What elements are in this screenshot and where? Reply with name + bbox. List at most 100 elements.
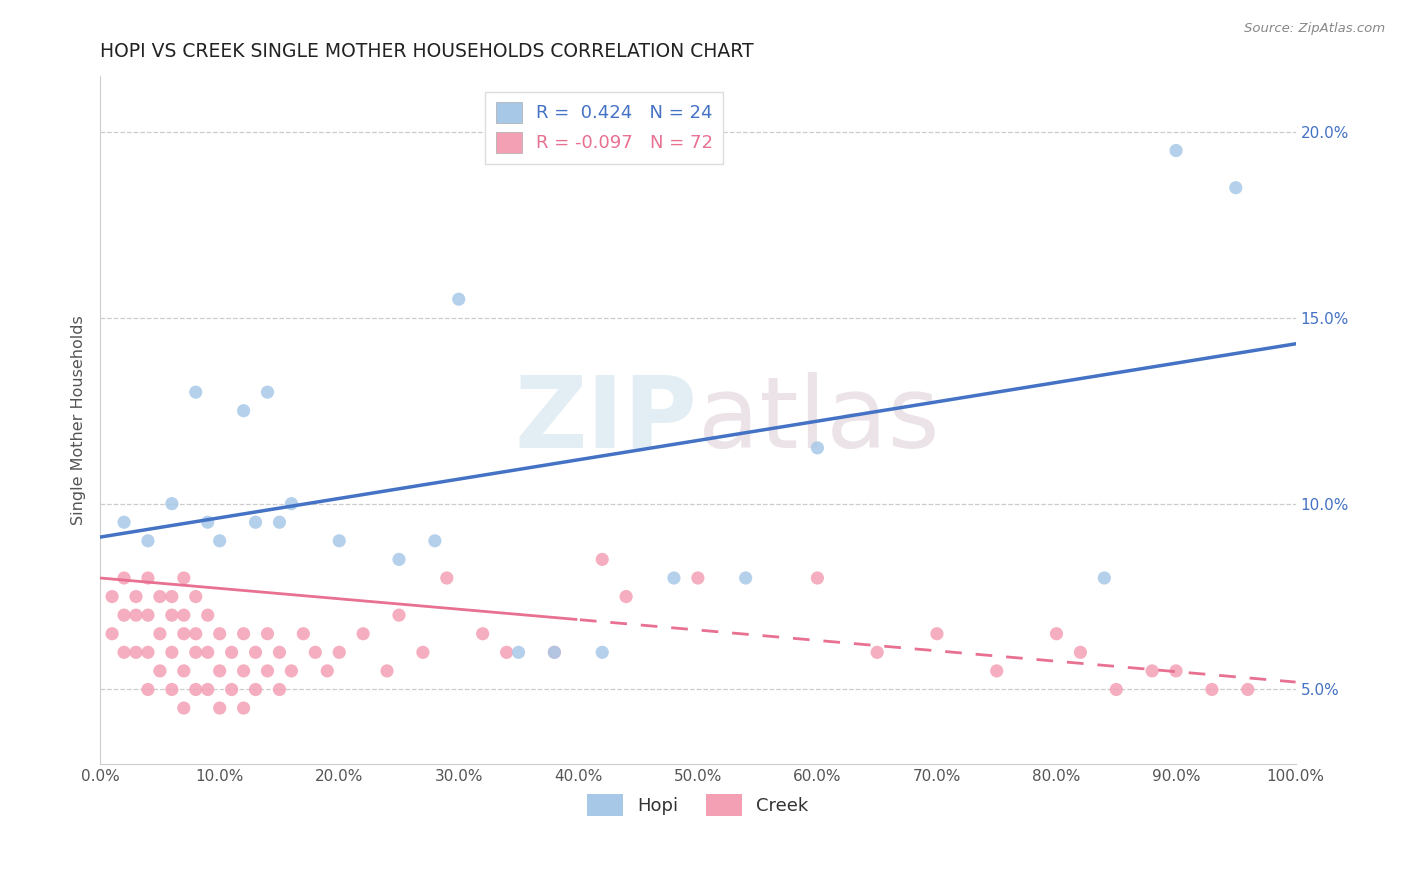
Point [136,608,159,623]
Point [173,701,195,715]
Point [160,645,183,659]
Point [112,515,135,529]
Text: HOPI VS CREEK SINGLE MOTHER HOUSEHOLDS CORRELATION CHART: HOPI VS CREEK SINGLE MOTHER HOUSEHOLDS C… [100,42,754,61]
Point [173,571,195,585]
Point [197,682,219,697]
Point [232,626,254,640]
Point [412,645,434,659]
Point [328,645,350,659]
Point [232,701,254,715]
Point [352,626,374,640]
Point [136,533,159,548]
Point [256,385,278,400]
Point [269,645,291,659]
Text: atlas: atlas [697,371,939,468]
Point [375,664,398,678]
Point [806,441,828,455]
Point [125,645,148,659]
Point [160,497,183,511]
Point [160,590,183,604]
Point [1236,682,1258,697]
Point [208,626,231,640]
Point [149,626,172,640]
Point [256,664,278,678]
Point [986,664,1008,678]
Point [1140,664,1163,678]
Point [184,626,207,640]
Point [112,645,135,659]
Point [508,645,530,659]
Point [184,682,207,697]
Point [1164,144,1187,158]
Point [662,571,685,585]
Point [925,626,948,640]
Point [197,608,219,623]
Point [1069,645,1091,659]
Text: Source: ZipAtlas.com: Source: ZipAtlas.com [1244,22,1385,36]
Point [591,645,613,659]
Point [149,664,172,678]
Point [614,590,637,604]
Point [423,533,446,548]
Point [101,590,124,604]
Point [112,608,135,623]
Point [734,571,756,585]
Point [447,292,470,306]
Point [160,682,183,697]
Point [280,664,302,678]
Point [101,626,124,640]
Point [125,608,148,623]
Point [1201,682,1223,697]
Point [173,664,195,678]
Point [436,571,458,585]
Point [221,682,243,697]
Point [208,664,231,678]
Point [304,645,326,659]
Point [806,571,828,585]
Point [232,664,254,678]
Point [197,515,219,529]
Point [269,515,291,529]
Point [184,590,207,604]
Point [197,645,219,659]
Point [208,701,231,715]
Point [292,626,315,640]
Point [1092,571,1115,585]
Point [173,626,195,640]
Point [160,608,183,623]
Point [245,645,267,659]
Point [173,608,195,623]
Point [388,552,411,566]
Point [136,682,159,697]
Point [471,626,494,640]
Point [136,571,159,585]
Point [591,552,613,566]
Point [280,497,302,511]
Point [495,645,517,659]
Point [1225,180,1247,194]
Point [245,682,267,697]
Point [245,515,267,529]
Point [388,608,411,623]
Point [184,645,207,659]
Point [1045,626,1067,640]
Point [269,682,291,697]
Point [316,664,339,678]
Point [149,590,172,604]
Point [866,645,889,659]
Point [184,385,207,400]
Text: ZIP: ZIP [515,371,697,468]
Point [328,533,350,548]
Point [112,571,135,585]
Point [232,403,254,417]
Point [136,645,159,659]
Point [1105,682,1128,697]
Point [221,645,243,659]
Y-axis label: Single Mother Households: Single Mother Households [72,315,86,524]
Point [543,645,565,659]
Point [686,571,709,585]
Point [256,626,278,640]
Point [543,645,565,659]
Point [1164,664,1187,678]
Point [125,590,148,604]
